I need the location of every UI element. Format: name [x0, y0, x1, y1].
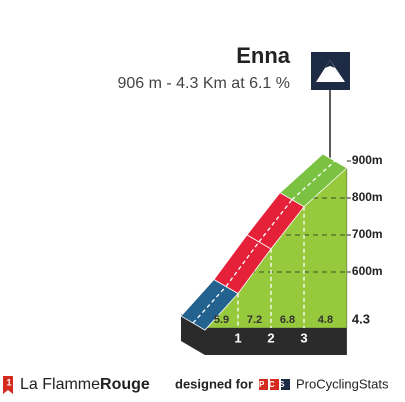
mountain-snow: [325, 60, 335, 68]
top-dash: [291, 160, 336, 201]
top-dash: [225, 241, 260, 287]
brand-plain: La Flamme: [20, 376, 100, 393]
km-label: 1: [234, 330, 241, 345]
climb-title: Enna: [236, 43, 291, 68]
flag-icon: [3, 376, 13, 394]
site-name: ProCyclingStats: [296, 376, 389, 391]
y-tick-label: 800m: [352, 190, 383, 204]
climb-subtitle: 906 m - 4.3 Km at 6.1 %: [117, 75, 290, 92]
pcs-box: [270, 379, 279, 390]
pcs-box: [281, 379, 290, 390]
pcs-text: PCS: [259, 380, 289, 389]
gradient-label: 6.8: [280, 314, 295, 326]
tick-lines: [205, 197, 347, 273]
top-dash: [192, 286, 227, 324]
gradient-label: 7.2: [247, 314, 262, 326]
brand-bold: Rouge: [100, 376, 150, 393]
distance-label: 4.3: [352, 311, 370, 326]
flag-mark: 1: [6, 377, 11, 387]
gradient-label: 5.9: [214, 314, 229, 326]
base-band: [205, 328, 347, 355]
gradient-label: 4.8: [318, 314, 333, 326]
y-tick-label: 700m: [352, 227, 383, 241]
y-tick-label: 900m: [352, 153, 383, 167]
mountain-shape: [316, 60, 345, 82]
designed-for: designed for: [175, 376, 253, 391]
brand: La FlammeRouge: [20, 376, 150, 393]
top-dash: [258, 199, 293, 243]
side-base: [181, 314, 205, 355]
profile: 5.9 7.2 6.8 4.8 600m 700m 800m 900m 1 2 3 4.3: [180, 153, 383, 355]
km-label: 3: [300, 330, 307, 345]
pcs-box: [259, 379, 268, 390]
km-label: 2: [267, 330, 274, 345]
pcs-logo: PCS: [259, 379, 290, 390]
y-tick-label: 600m: [352, 264, 383, 278]
